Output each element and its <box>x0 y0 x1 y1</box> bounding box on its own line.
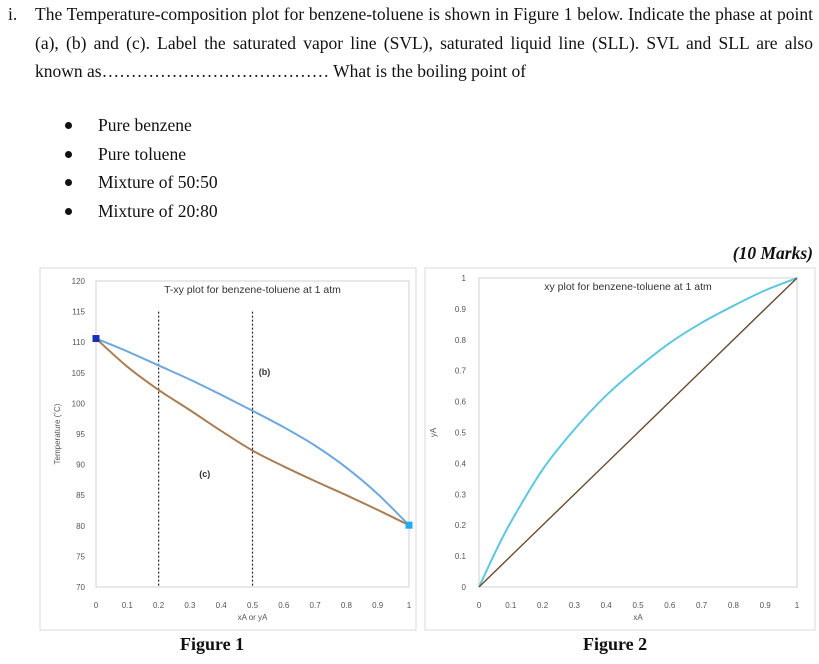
series-line-diagonal <box>478 277 798 588</box>
figure-1-caption: Figure 1 <box>180 634 245 654</box>
plot-area <box>478 277 798 588</box>
x-tick-label: 1 <box>795 601 800 610</box>
y-tick-label: 0.1 <box>455 552 467 561</box>
question-text: The Temperature-composition plot for ben… <box>35 4 813 81</box>
x-tick-label: 0 <box>477 601 482 610</box>
x-tick-label: 0.4 <box>601 601 613 610</box>
x-tick-label: 0.8 <box>341 601 353 610</box>
x-tick-label: 0.5 <box>247 601 259 610</box>
chart-title: xy plot for benzene-toluene at 1 atm <box>544 281 712 293</box>
y-tick-label: 0.3 <box>455 490 467 499</box>
chart-frame <box>424 267 816 631</box>
question-number: i. <box>8 4 18 24</box>
y-tick-label: 1 <box>462 274 467 283</box>
x-tick-label: 0.9 <box>760 601 772 610</box>
x-tick-label: 0.6 <box>664 601 676 610</box>
figure-2-caption: Figure 2 <box>583 634 648 654</box>
y-tick-label: 115 <box>72 308 85 317</box>
x-tick-label: 1 <box>407 601 412 610</box>
y-tick-label: 80 <box>76 522 85 531</box>
x-tick-label: 0.9 <box>372 601 384 610</box>
plot-area <box>95 280 410 588</box>
x-tick-label: 0.1 <box>122 601 134 610</box>
chart-frame <box>39 267 417 631</box>
x-tick-label: 0.7 <box>696 601 708 610</box>
y-tick-label: 0.9 <box>455 305 467 314</box>
chart-2: xy plot for benzene-toluene at 1 atm 0 0.1… <box>424 267 816 631</box>
boiling-point-list: Pure benzene Pure toluene Mixture of 50:… <box>60 111 218 225</box>
chart-title: T-xy plot for benzene-toluene at 1 atm <box>164 284 341 296</box>
x-tick-label: 0.8 <box>728 601 740 610</box>
list-item: Mixture of 50:50 <box>60 168 218 197</box>
series-line-dew <box>95 337 410 526</box>
y-tick-label: 120 <box>72 277 86 286</box>
y-tick-label: 75 <box>76 552 85 561</box>
list-item: Pure toluene <box>60 140 218 169</box>
y-tick-label: 0.4 <box>455 459 467 468</box>
y-tick-label: 70 <box>76 583 85 592</box>
list-item: Mixture of 20:80 <box>60 197 218 226</box>
y-tick-label: 110 <box>72 338 85 347</box>
x-axis-label: xA or yA <box>238 613 268 622</box>
x-tick-label: 0.4 <box>216 601 228 610</box>
x-tick-label: 0.5 <box>632 601 644 610</box>
y-tick-label: 100 <box>72 399 86 408</box>
series-line-equilibrium <box>478 277 798 588</box>
y-tick-label: 0 <box>462 583 467 592</box>
x-tick-label: 0.7 <box>310 601 322 610</box>
annotation-label: (b) <box>259 367 271 377</box>
x-tick-label: 0.2 <box>153 601 165 610</box>
y-tick-label: 95 <box>76 430 85 439</box>
x-tick-label: 0 <box>94 601 99 610</box>
y-tick-label: 0.6 <box>455 398 467 407</box>
y-tick-label: 105 <box>72 369 86 378</box>
y-tick-label: 0.5 <box>455 429 467 438</box>
list-item: Pure benzene <box>60 111 218 140</box>
x-tick-label: 0.6 <box>278 601 290 610</box>
y-tick-label: 0.2 <box>455 521 467 530</box>
annotation-label: (c) <box>199 469 210 479</box>
data-marker <box>405 521 413 529</box>
y-axis-label: Temperature (˚C) <box>53 403 62 464</box>
y-axis-label: yA <box>429 427 438 437</box>
data-marker <box>92 335 100 343</box>
y-tick-label: 90 <box>76 461 85 470</box>
y-tick-label: 85 <box>76 491 85 500</box>
chart-1: T-xy plot for benzene-toluene at 1 atm 0 0… <box>39 267 417 631</box>
x-tick-label: 0.3 <box>569 601 581 610</box>
x-tick-label: 0.1 <box>505 601 517 610</box>
x-tick-label: 0.2 <box>537 601 549 610</box>
y-tick-label: 0.8 <box>455 336 467 345</box>
x-tick-label: 0.3 <box>184 601 196 610</box>
y-tick-label: 0.7 <box>455 367 467 376</box>
x-axis-label: xA <box>633 613 643 622</box>
series-line-bubble <box>95 337 410 527</box>
marks-label: (10 Marks) <box>732 243 813 263</box>
